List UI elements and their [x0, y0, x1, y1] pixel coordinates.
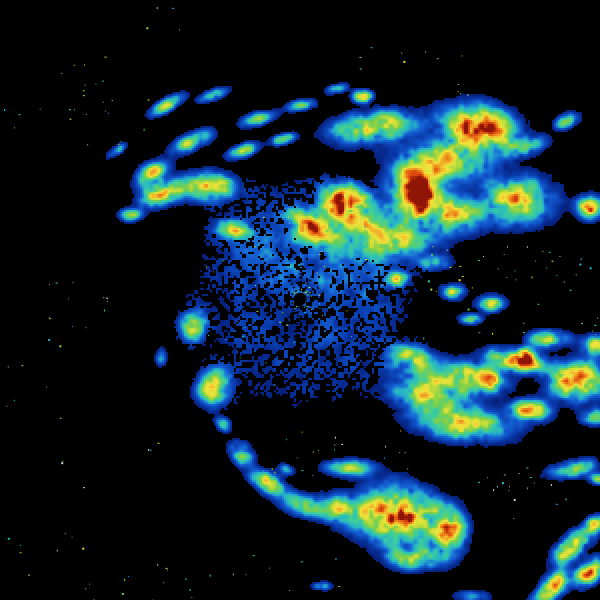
radar-canvas: [0, 0, 600, 600]
radar-reflectivity-image: [0, 0, 600, 600]
